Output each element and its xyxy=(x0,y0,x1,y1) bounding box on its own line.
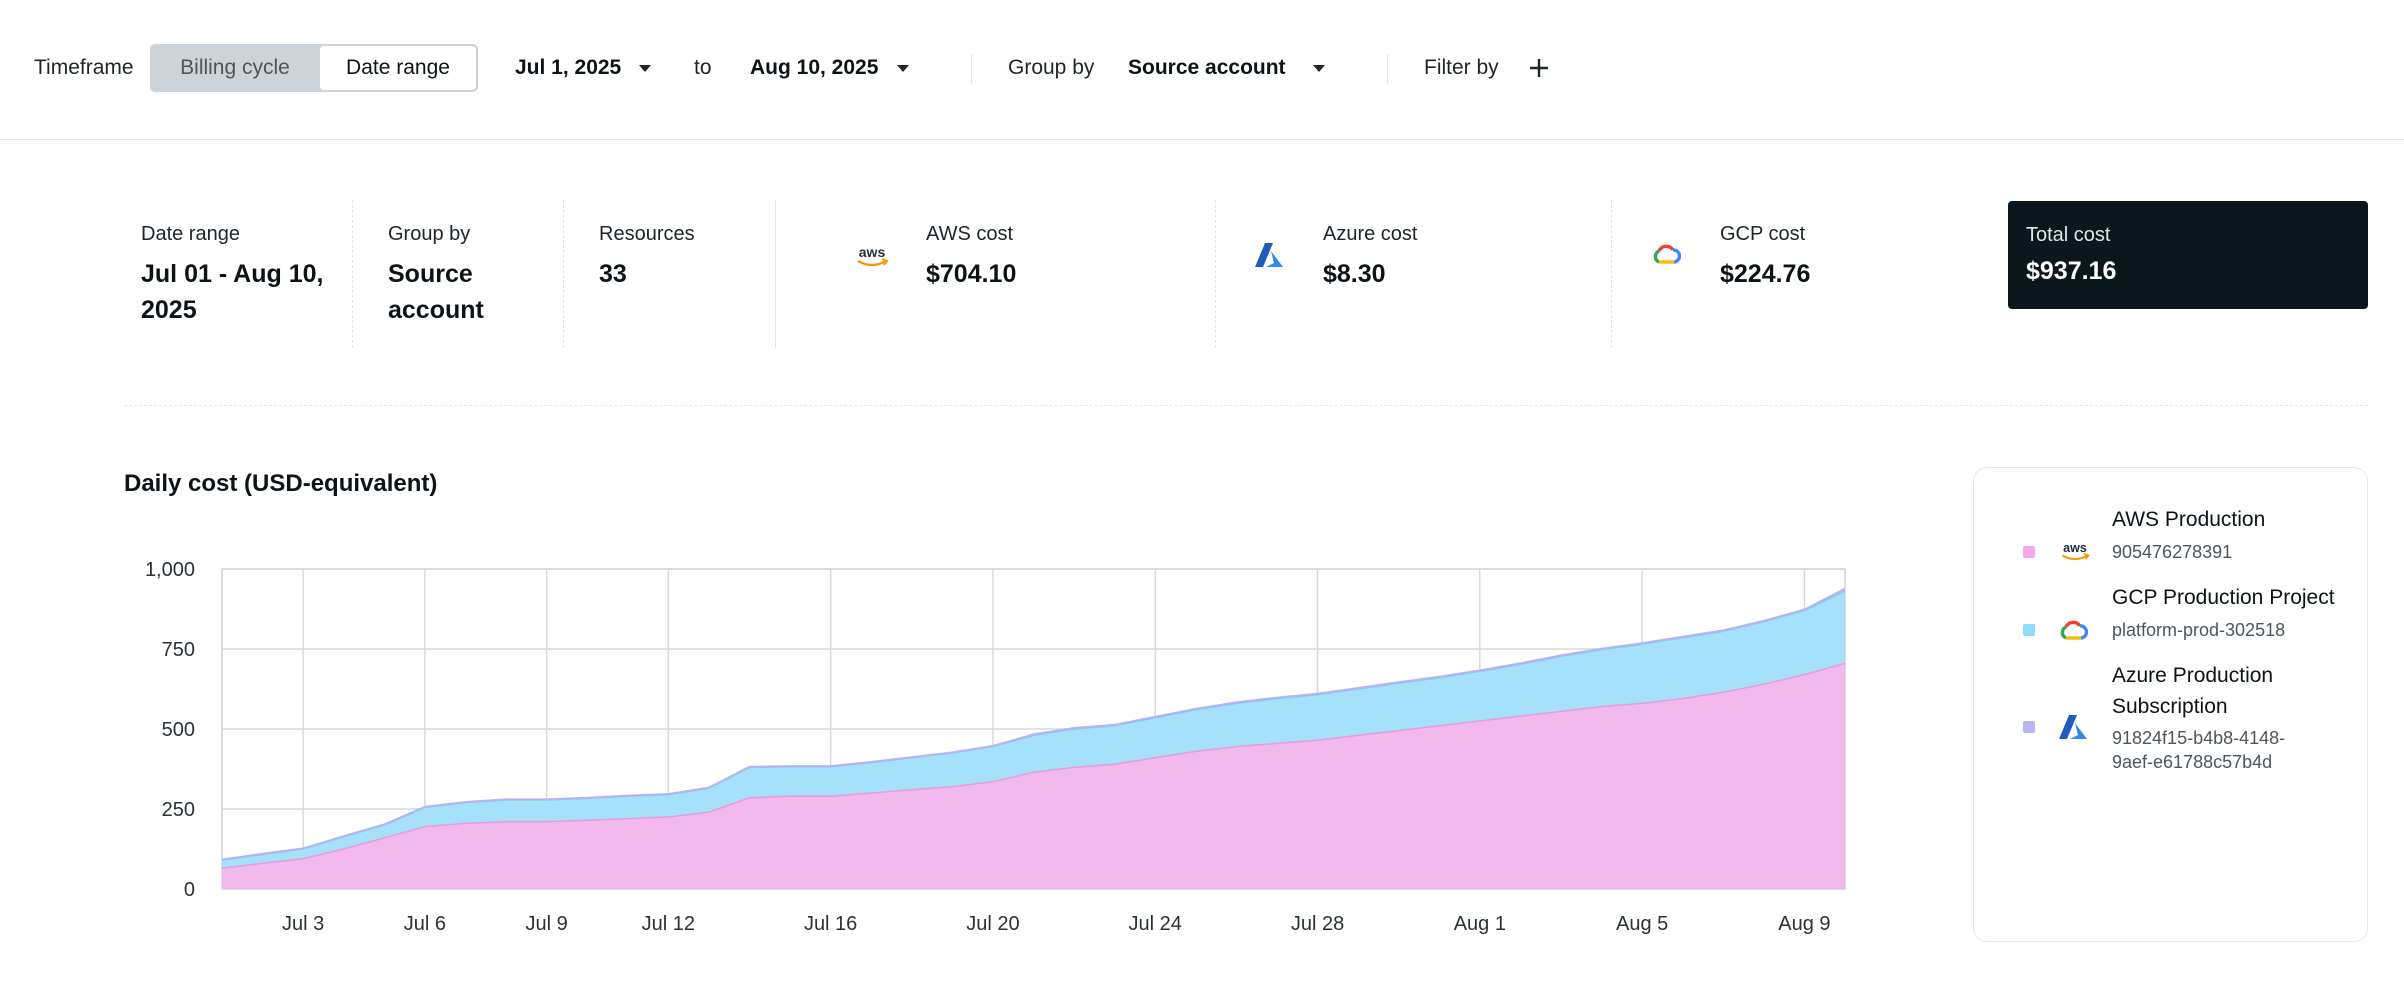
chart-title: Daily cost (USD-equivalent) xyxy=(124,470,438,497)
y-tick-label: 1,000 xyxy=(145,559,195,581)
toolbar-divider xyxy=(971,54,972,84)
chevron-down-icon[interactable] xyxy=(634,60,656,76)
gcp-cost-value: $224.76 xyxy=(1720,260,1811,288)
azure-icon xyxy=(1255,243,1283,267)
summary-divider xyxy=(563,200,564,348)
summary-divider xyxy=(1611,200,1612,348)
legend-swatch xyxy=(2023,721,2035,733)
azure-cost-value: $8.30 xyxy=(1323,260,1386,288)
group-by-summary-label: Group by xyxy=(388,223,471,245)
add-filter-plus-icon[interactable] xyxy=(1528,57,1550,79)
gcp-cost-label: GCP cost xyxy=(1720,223,1806,245)
end-date-dropdown[interactable]: Aug 10, 2025 xyxy=(750,56,879,79)
legend-item-id: 905476278391 xyxy=(2112,542,2233,562)
summary-divider xyxy=(1215,200,1216,348)
y-tick-label: 250 xyxy=(162,799,195,821)
total-cost-value: $937.16 xyxy=(2026,257,2117,285)
group-by-label: Group by xyxy=(1008,56,1095,79)
x-tick-label: Jul 20 xyxy=(966,913,1019,935)
aws-area xyxy=(222,663,1845,889)
filter-by-label: Filter by xyxy=(1424,56,1499,79)
svg-text:aws: aws xyxy=(2063,541,2087,555)
aws-line xyxy=(221,662,1846,869)
date-range-summary-value: Jul 01 - Aug 10, 2025 xyxy=(141,260,324,324)
date-range-summary-label: Date range xyxy=(141,223,240,245)
gcp-area xyxy=(222,591,1845,869)
azure-icon xyxy=(2059,715,2087,739)
azure-cost-label: Azure cost xyxy=(1323,223,1418,245)
legend-item-gcp-production-project[interactable]: GCP Production Project platform-prod-302… xyxy=(1974,582,2367,642)
timeframe-segmented-control: Billing cycle Date range xyxy=(150,44,478,92)
aws-icon: aws xyxy=(857,244,889,267)
group-by-summary-value: Source account xyxy=(388,260,484,324)
group-by-dropdown[interactable]: Source account xyxy=(1128,56,1286,79)
daily-cost-area-chart: 0 250 500 750 1,000 Jul 3 Jul 6 Jul 9 Jul 12 Jul … xyxy=(145,559,1846,935)
chart-legend: aws AWS Production 905476278391 GCP Prod… xyxy=(1973,467,2368,942)
x-tick-label: Jul 6 xyxy=(404,913,446,935)
chevron-down-icon[interactable] xyxy=(892,60,914,76)
x-tick-label: Jul 24 xyxy=(1129,913,1182,935)
x-tick-label: Jul 16 xyxy=(804,913,857,935)
aws-cost-label: AWS cost xyxy=(926,223,1014,245)
chevron-down-icon[interactable] xyxy=(1308,60,1330,76)
to-label: to xyxy=(694,56,712,79)
total-cost-card: Total cost $937.16 xyxy=(2008,201,2368,309)
x-tick-label: Jul 28 xyxy=(1291,913,1344,935)
legend-item-name: GCP Production Project xyxy=(2112,586,2335,609)
date-range-option[interactable]: Date range xyxy=(320,46,476,90)
timeframe-label: Timeframe xyxy=(34,56,134,79)
x-tick-label: Aug 5 xyxy=(1616,913,1668,935)
aws-cost-value: $704.10 xyxy=(926,260,1017,288)
x-tick-label: Aug 9 xyxy=(1778,913,1830,935)
svg-text:aws: aws xyxy=(859,244,886,260)
resources-summary-label: Resources xyxy=(599,223,695,245)
summary-divider xyxy=(775,200,776,348)
gcp-icon xyxy=(2060,620,2088,640)
y-tick-label: 500 xyxy=(162,719,195,741)
legend-item-azure-production-subscription[interactable]: Azure Production Subscription 91824f15-b… xyxy=(1974,660,2367,790)
resources-summary-value: 33 xyxy=(599,260,627,288)
legend-item-id: platform-prod-302518 xyxy=(2112,620,2286,640)
legend-item-name: Azure Production Subscription xyxy=(2112,664,2274,718)
section-divider xyxy=(124,405,2368,406)
x-tick-label: Jul 9 xyxy=(525,913,567,935)
start-date-dropdown[interactable]: Jul 1, 2025 xyxy=(515,56,622,79)
x-tick-label: Aug 1 xyxy=(1454,913,1506,935)
billing-cycle-option[interactable]: Billing cycle xyxy=(180,56,290,79)
legend-swatch xyxy=(2023,546,2035,558)
x-tick-label: Jul 12 xyxy=(642,913,695,935)
legend-item-id: 91824f15-b4b8-4148-9aef-e61788c57b4d xyxy=(2112,728,2286,772)
total-cost-label: Total cost xyxy=(2026,224,2111,246)
legend-item-name: AWS Production xyxy=(2112,508,2266,531)
gcp-icon xyxy=(1653,244,1681,264)
toolbar-divider xyxy=(1387,54,1388,84)
azure-line xyxy=(221,587,1846,861)
summary-divider xyxy=(352,200,353,348)
legend-swatch xyxy=(2023,624,2035,636)
y-tick-label: 0 xyxy=(184,879,195,901)
legend-item-aws-production[interactable]: aws AWS Production 905476278391 xyxy=(1974,504,2367,564)
y-tick-label: 750 xyxy=(162,639,195,661)
x-tick-label: Jul 3 xyxy=(282,913,324,935)
toolbar: Timeframe Billing cycle Date range Jul 1… xyxy=(0,0,2404,140)
aws-icon: aws xyxy=(2061,541,2090,561)
